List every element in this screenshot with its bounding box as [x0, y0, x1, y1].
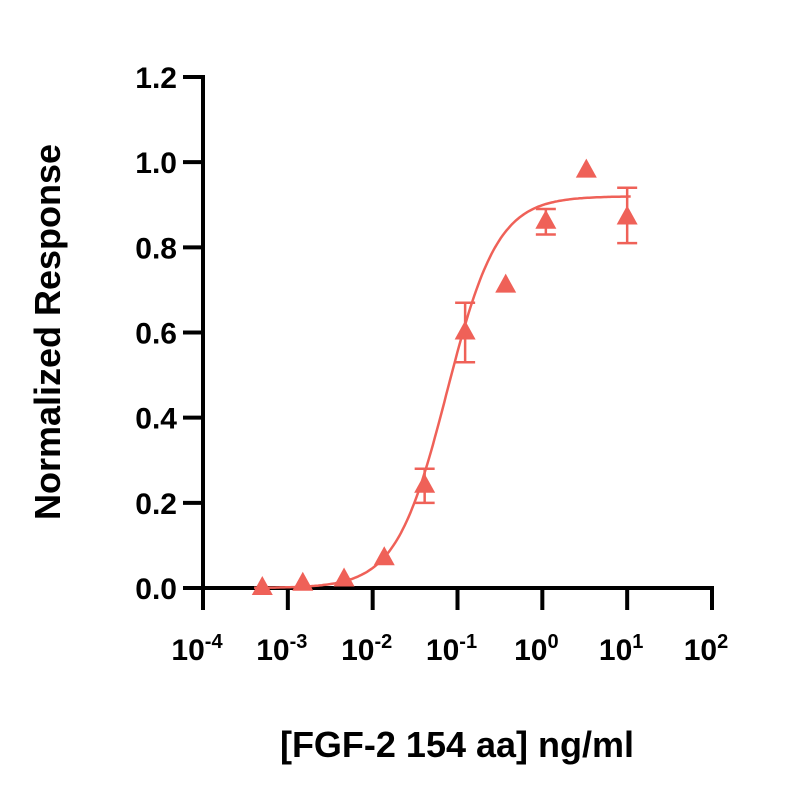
x-tick-label: 10-2 [341, 631, 392, 667]
data-point [373, 546, 395, 566]
x-tick-label: 10-1 [426, 631, 477, 667]
y-tick-label: 0.6 [135, 318, 177, 351]
fit-line [254, 195, 631, 590]
y-tick-label: 0.2 [135, 488, 177, 521]
x-axis-title: [FGF-2 154 aa] ng/ml [280, 724, 634, 765]
data-point [292, 571, 314, 591]
y-tick-label: 1.0 [135, 147, 177, 180]
y-tick-label: 0.4 [135, 403, 177, 436]
y-axis-title: Normalized Response [27, 144, 68, 520]
triangle-marker [535, 209, 557, 229]
data-points [251, 158, 638, 595]
fit-curve [254, 195, 631, 590]
y-tick-label: 1.2 [135, 62, 177, 95]
y-tick-label: 0.8 [135, 232, 177, 265]
triangle-marker [373, 546, 395, 566]
triangle-marker [575, 158, 597, 178]
triangle-marker [251, 576, 273, 595]
data-point [575, 158, 597, 178]
triangle-marker [454, 320, 476, 340]
x-tick-label: 101 [599, 631, 644, 667]
triangle-marker [495, 273, 517, 293]
triangle-marker [292, 571, 314, 591]
x-tick-label: 10-3 [256, 631, 307, 667]
triangle-marker [616, 205, 638, 225]
x-tick-label: 102 [684, 631, 729, 667]
y-tick-label: 0.0 [135, 573, 177, 606]
data-point [535, 207, 557, 236]
x-tick-label: 10-4 [171, 631, 223, 667]
triangle-marker [414, 473, 436, 493]
x-tick-label: 100 [514, 631, 559, 667]
data-point [495, 273, 517, 293]
triangle-marker [333, 567, 355, 587]
data-point [251, 576, 273, 595]
data-point [333, 567, 355, 587]
data-point [454, 301, 476, 364]
data-point [616, 186, 638, 245]
axes: 0.0 0.2 0.4 0.6 0.8 1.0 1.2 10-4 10-3 10-2 10-1 100… [135, 62, 728, 667]
data-point [414, 467, 436, 505]
